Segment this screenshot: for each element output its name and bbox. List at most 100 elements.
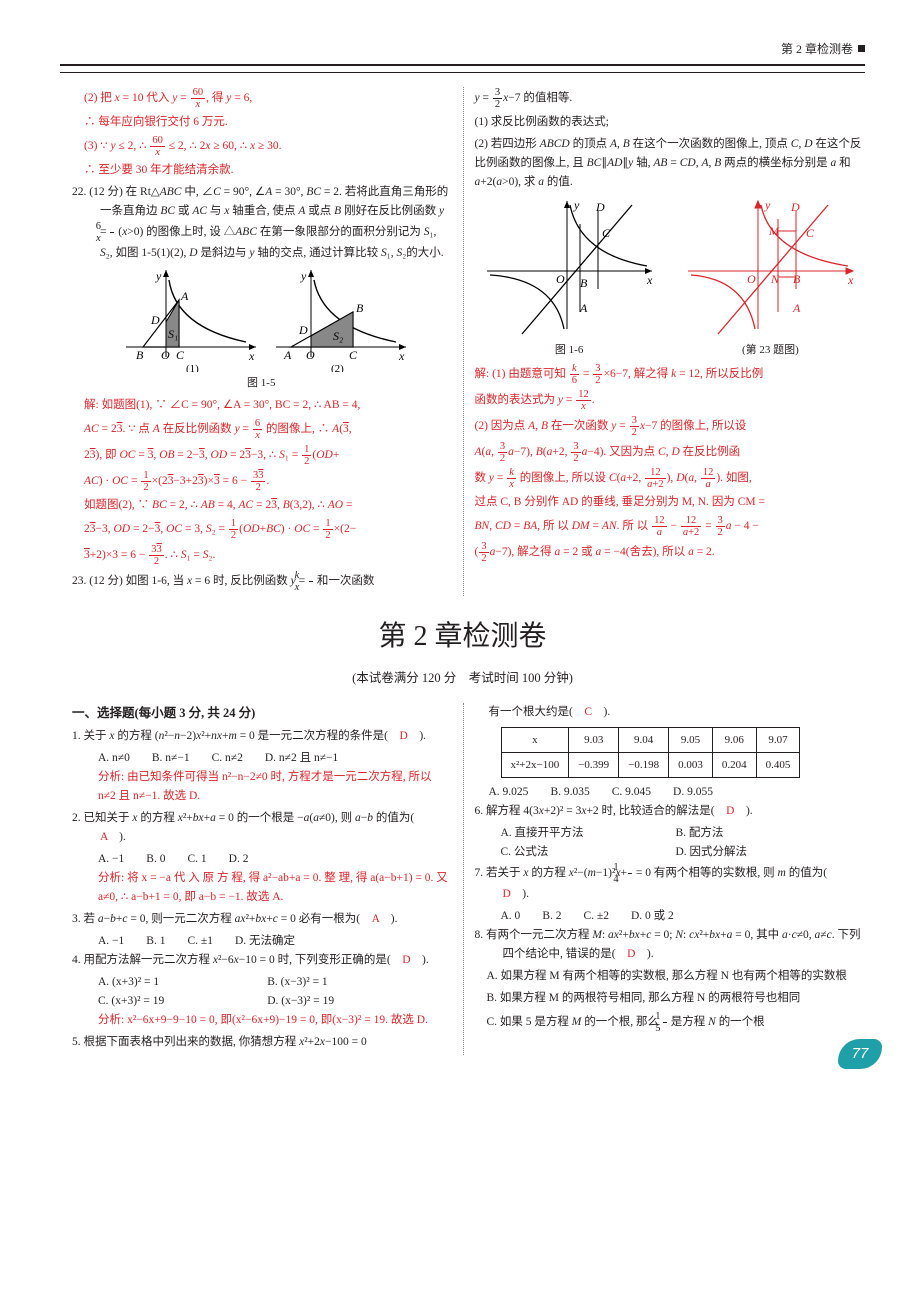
q4-analysis: 分析: x²−6x+9−9−10 = 0, 即(x²−6x+9)−19 = 0,…: [72, 1011, 451, 1030]
chapter-sub: (本试卷满分 120 分 考试时间 100 分钟): [60, 668, 865, 689]
svg-text:S₁: S₁: [168, 327, 178, 341]
svg-text:B: B: [793, 272, 801, 286]
lower-right-col: 有一个根大约是( C ). x 9.03 9.04 9.05 9.06 9.07…: [463, 703, 866, 1055]
svg-text:C: C: [602, 226, 611, 240]
upper-left-col: (2) 把 x = 10 代入 y = 60x, 得 y = 6, ∴ 每年应向…: [60, 87, 463, 596]
header-rule: [60, 72, 865, 73]
sol23-7: BN, CD = BA, 所 以 DM = AN. 所 以 12a − 12a+…: [475, 515, 866, 538]
fig15-svg: y x A D S₁ B O C (1): [111, 267, 411, 372]
svg-text:C: C: [349, 348, 358, 362]
sol23-3: (2) 因为点 A, B 在一次函数 y = 32x−7 的图像上, 所以设: [475, 415, 866, 438]
svg-text:B: B: [356, 301, 364, 315]
sol21-3b: ∴ 至少要 30 年才能结清余款.: [72, 161, 451, 180]
q5: 5. 根据下面表格中列出来的数据, 你猜想方程 x²+2x−100 = 0: [72, 1033, 451, 1052]
q7: 7. 若关于 x 的方程 x²−(m−1)²x+14 = 0 有两个相等的实数根…: [475, 862, 866, 904]
q5-opts: A. 9.025B. 9.035C. 9.045D. 9.055: [475, 783, 866, 802]
fig15-caption: 图 1-5: [72, 374, 451, 392]
q4-opts: A. (x+3)² = 1B. (x−3)² = 1 C. (x+3)² = 1…: [72, 973, 451, 1011]
svg-text:y: y: [573, 199, 580, 212]
svg-text:A: A: [792, 301, 801, 315]
page-number: 77: [838, 1039, 882, 1069]
svg-text:A: A: [283, 348, 292, 362]
svg-text:x: x: [398, 349, 405, 363]
svg-text:A: A: [180, 289, 189, 303]
sol22-4: AC) · OC = 12×(23−3+23)×3 = 6 − 332.: [72, 470, 451, 493]
svg-text:B: B: [580, 276, 588, 290]
q2-analysis: 分析: 将 x = −a 代 入 原 方 程, 得 a²−ab+a = 0. 整…: [72, 869, 451, 907]
chapter-title: 第 2 章检测卷: [60, 614, 865, 660]
upper-section: (2) 把 x = 10 代入 y = 60x, 得 y = 6, ∴ 每年应向…: [60, 87, 865, 596]
q3-opts: A. −1B. 1C. ±1D. 无法确定: [72, 932, 451, 951]
q1-opts: A. n≠0B. n≠−1C. n≠2D. n≠2 且 n≠−1: [72, 749, 451, 768]
svg-text:B: B: [136, 348, 144, 362]
q2-opts: A. −1B. 0C. 1D. 2: [72, 850, 451, 869]
column-divider: [463, 87, 464, 596]
svg-text:O: O: [747, 272, 756, 286]
svg-text:y: y: [300, 269, 307, 283]
q4: 4. 用配方法解一元二次方程 x²−6x−10 = 0 时, 下列变形正确的是(…: [72, 951, 451, 970]
svg-text:x: x: [847, 273, 854, 287]
svg-text:y: y: [764, 199, 771, 212]
q23-1: (1) 求反比例函数的表达式;: [475, 113, 866, 132]
column-divider-2: [463, 703, 464, 1055]
sol22-1: 解: 如题图(1), ∵ ∠C = 90°, ∠A = 30°, BC = 2,…: [72, 396, 451, 415]
q3: 3. 若 a−b+c = 0, 则一元二次方程 ax²+bx+c = 0 必有一…: [72, 910, 451, 929]
svg-text:x: x: [646, 273, 653, 287]
sol22-3: 23), 即 OC = 3, OB = 2−3, OD = 23−3, ∴ S₁…: [72, 444, 451, 467]
q6: 6. 解方程 4(3x+2)² = 3x+2 时, 比较适合的解法是( D ).: [475, 802, 866, 821]
q8-a: A. 如果方程 M 有两个相等的实数根, 那么方程 N 也有两个相等的实数根: [475, 967, 866, 986]
sol22-7: 3+2)×3 = 6 − 332. ∴ S₁ = S₂.: [72, 544, 451, 567]
header-text: 第 2 章检测卷: [781, 42, 853, 56]
sol21-2: (2) 把 x = 10 代入 y = 60x, 得 y = 6,: [72, 87, 451, 110]
q23-2: (2) 若四边形 ABCD 的顶点 A, B 在这个一次函数的图像上, 顶点 C…: [475, 135, 866, 192]
sol21-3: (3) ∵ y ≤ 2, ∴ 60x ≤ 2, ∴ 2x ≥ 60, ∴ x ≥…: [72, 135, 451, 158]
svg-text:D: D: [298, 323, 308, 337]
sol23-5: 数 y = kx 的图像上, 所以设 C(a+2, 12a+2), D(a, 1…: [475, 467, 866, 490]
fig16-right-svg: y x O D C M N B A: [683, 199, 858, 339]
fig16-cap-l: 图 1-6: [475, 341, 664, 359]
q7-opts: A. 0B. 2C. ±2D. 0 或 2: [475, 907, 866, 926]
svg-text:C: C: [176, 348, 185, 362]
fig16-left-svg: y x O D C B A: [482, 199, 657, 339]
sol22-2: AC = 23. ∵ 点 A 在反比例函数 y = 6x 的图像上, ∴ A(3…: [72, 418, 451, 441]
fig16-cap-r: (第 23 题图): [676, 341, 865, 359]
lower-section: 一、选择题(每小题 3 分, 共 24 分) 1. 关于 x 的方程 (n²−n…: [60, 703, 865, 1055]
lower-left-col: 一、选择题(每小题 3 分, 共 24 分) 1. 关于 x 的方程 (n²−n…: [60, 703, 463, 1055]
svg-text:y: y: [155, 269, 162, 283]
svg-text:D: D: [595, 200, 605, 214]
svg-text:D: D: [150, 313, 160, 327]
q23-cont: y = 32x−7 的值相等.: [475, 87, 866, 110]
page-header: 第 2 章检测卷: [60, 40, 865, 66]
svg-text:S₂: S₂: [333, 329, 343, 343]
svg-text:x: x: [248, 349, 255, 363]
q6-opts: A. 直接开平方法B. 配方法 C. 公式法D. 因式分解法: [475, 824, 866, 862]
header-marker: [858, 45, 865, 52]
sol23-6: 过点 C, B 分别作 AD 的垂线, 垂足分别为 M, N. 因为 CM =: [475, 493, 866, 512]
svg-text:(2): (2): [331, 363, 344, 372]
q8-c: C. 如果 5 是方程 M 的一个根, 那么 15 是方程 N 的一个根: [475, 1011, 866, 1034]
table-row: x²+2x−100 −0.399 −0.198 0.003 0.204 0.40…: [501, 752, 800, 777]
q1: 1. 关于 x 的方程 (n²−n−2)x²+nx+m = 0 是一元二次方程的…: [72, 727, 451, 746]
q1-analysis: 分析: 由已知条件可得当 n²−n−2≠0 时, 方程才是一元二次方程, 所以 …: [72, 768, 451, 806]
svg-text:O: O: [306, 348, 315, 362]
svg-text:(1): (1): [186, 363, 199, 372]
svg-text:C: C: [806, 226, 815, 240]
q2: 2. 已知关于 x 的方程 x²+bx+a = 0 的一个根是 −a(a≠0),…: [72, 809, 451, 847]
sol23-8: (32a−7), 解之得 a = 2 或 a = −4(舍去), 所以 a = …: [475, 541, 866, 564]
svg-text:O: O: [556, 272, 565, 286]
sol22-6: 23−3, OD = 2−3, OC = 3, S₂ = 12(OD+BC) ·…: [72, 518, 451, 541]
sol23-2: 函数的表达式为 y = 12x.: [475, 389, 866, 412]
q8-b: B. 如果方程 M 的两根符号相同, 那么方程 N 的两根符号也相同: [475, 989, 866, 1008]
figure-1-6: y x O D C B A 图 1-6: [475, 195, 866, 363]
q23: 23. (12 分) 如图 1-6, 当 x = 6 时, 反比例函数 y = …: [72, 570, 451, 593]
sol21-2b: ∴ 每年应向银行交付 6 万元.: [72, 113, 451, 132]
q5-table: x 9.03 9.04 9.05 9.06 9.07 x²+2x−100 −0.…: [501, 727, 801, 778]
q8: 8. 有两个一元二次方程 M: ax²+bx+c = 0; N: cx²+bx+…: [475, 926, 866, 964]
svg-text:O: O: [161, 348, 170, 362]
q5-cont: 有一个根大约是( C ).: [475, 703, 866, 722]
q22: 22. (12 分) 在 Rt△ABC 中, ∠C = 90°, ∠A = 30…: [72, 183, 451, 263]
svg-text:D: D: [790, 200, 800, 214]
upper-right-col: y = 32x−7 的值相等. (1) 求反比例函数的表达式; (2) 若四边形…: [463, 87, 866, 596]
sol22-5: 如题图(2), ∵ BC = 2, ∴ AB = 4, AC = 23, B(3…: [72, 496, 451, 515]
section-1-title: 一、选择题(每小题 3 分, 共 24 分): [72, 703, 451, 724]
